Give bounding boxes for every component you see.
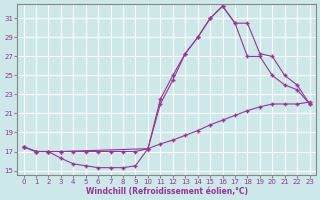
X-axis label: Windchill (Refroidissement éolien,°C): Windchill (Refroidissement éolien,°C) [85,187,248,196]
